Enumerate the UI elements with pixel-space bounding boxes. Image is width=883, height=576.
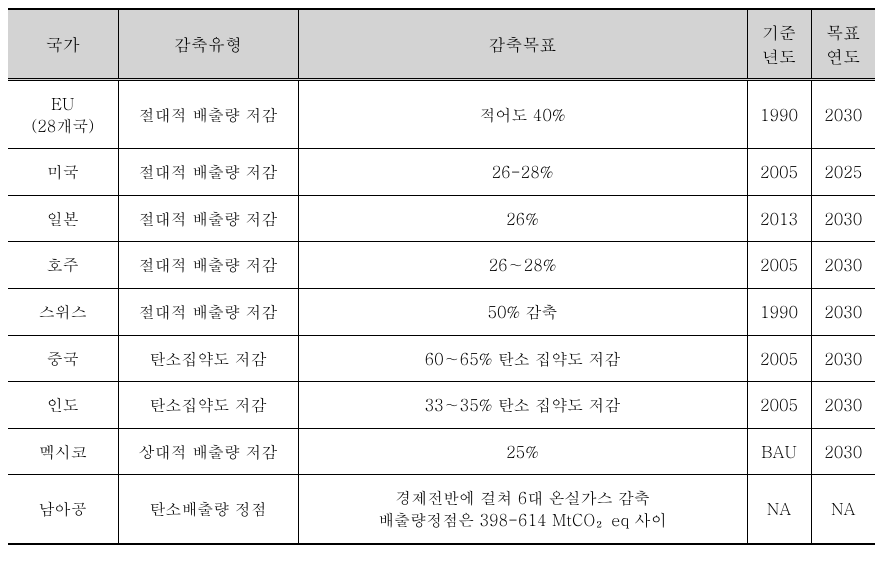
cell-country: 남아공 xyxy=(8,475,118,544)
cell-target: 2030 xyxy=(811,80,875,149)
cell-goal: 50% 감축 xyxy=(298,288,747,335)
cell-target: NA xyxy=(811,475,875,544)
col-header-target: 목표연도 xyxy=(811,9,875,80)
cell-type: 절대적 배출량 저감 xyxy=(118,80,298,149)
cell-goal: 26∼28% xyxy=(298,242,747,289)
cell-goal: 33∼35% 탄소 집약도 저감 xyxy=(298,382,747,429)
cell-country: EU(28개국) xyxy=(8,80,118,149)
cell-type: 절대적 배출량 저감 xyxy=(118,288,298,335)
cell-type: 탄소집약도 저감 xyxy=(118,335,298,382)
table-row: 스위스절대적 배출량 저감50% 감축19902030 xyxy=(8,288,875,335)
cell-target: 2030 xyxy=(811,335,875,382)
cell-country: 인도 xyxy=(8,382,118,429)
table-body: EU(28개국)절대적 배출량 저감적어도 40%19902030미국절대적 배… xyxy=(8,80,875,544)
col-header-goal: 감축목표 xyxy=(298,9,747,80)
emissions-table: 국가 감축유형 감축목표 기준년도 목표연도 EU(28개국)절대적 배출량 저… xyxy=(8,8,875,545)
cell-base: NA xyxy=(747,475,811,544)
table-row: 중국탄소집약도 저감60∼65% 탄소 집약도 저감20052030 xyxy=(8,335,875,382)
cell-target: 2030 xyxy=(811,242,875,289)
cell-base: 2005 xyxy=(747,149,811,196)
cell-goal: 26-28% xyxy=(298,149,747,196)
cell-country: 미국 xyxy=(8,149,118,196)
table-row: 호주절대적 배출량 저감26∼28%20052030 xyxy=(8,242,875,289)
table-row: EU(28개국)절대적 배출량 저감적어도 40%19902030 xyxy=(8,80,875,149)
cell-goal: 60∼65% 탄소 집약도 저감 xyxy=(298,335,747,382)
cell-base: 2005 xyxy=(747,335,811,382)
table-row: 일본절대적 배출량 저감26%20132030 xyxy=(8,195,875,242)
cell-base: 2005 xyxy=(747,242,811,289)
cell-type: 탄소집약도 저감 xyxy=(118,382,298,429)
cell-country: 중국 xyxy=(8,335,118,382)
cell-base: BAU xyxy=(747,428,811,475)
table-row: 인도탄소집약도 저감33∼35% 탄소 집약도 저감20052030 xyxy=(8,382,875,429)
cell-country: 스위스 xyxy=(8,288,118,335)
table-row: 멕시코상대적 배출량 저감25%BAU2030 xyxy=(8,428,875,475)
cell-target: 2030 xyxy=(811,428,875,475)
col-header-base: 기준년도 xyxy=(747,9,811,80)
cell-base: 2005 xyxy=(747,382,811,429)
table-row: 미국절대적 배출량 저감26-28%20052025 xyxy=(8,149,875,196)
cell-goal: 25% xyxy=(298,428,747,475)
cell-type: 절대적 배출량 저감 xyxy=(118,242,298,289)
col-header-country: 국가 xyxy=(8,9,118,80)
table-header-row: 국가 감축유형 감축목표 기준년도 목표연도 xyxy=(8,9,875,80)
cell-goal: 적어도 40% xyxy=(298,80,747,149)
col-header-type: 감축유형 xyxy=(118,9,298,80)
table-row: 남아공탄소배출량 정점경제전반에 걸쳐 6대 온실가스 감축배출량정점은 398… xyxy=(8,475,875,544)
cell-target: 2025 xyxy=(811,149,875,196)
cell-type: 탄소배출량 정점 xyxy=(118,475,298,544)
cell-base: 1990 xyxy=(747,80,811,149)
cell-type: 상대적 배출량 저감 xyxy=(118,428,298,475)
cell-target: 2030 xyxy=(811,382,875,429)
cell-type: 절대적 배출량 저감 xyxy=(118,195,298,242)
cell-base: 2013 xyxy=(747,195,811,242)
cell-goal: 26% xyxy=(298,195,747,242)
cell-country: 호주 xyxy=(8,242,118,289)
cell-goal: 경제전반에 걸쳐 6대 온실가스 감축배출량정점은 398-614 MtCO₂e… xyxy=(298,475,747,544)
cell-type: 절대적 배출량 저감 xyxy=(118,149,298,196)
cell-base: 1990 xyxy=(747,288,811,335)
cell-country: 일본 xyxy=(8,195,118,242)
cell-country: 멕시코 xyxy=(8,428,118,475)
cell-target: 2030 xyxy=(811,195,875,242)
cell-target: 2030 xyxy=(811,288,875,335)
